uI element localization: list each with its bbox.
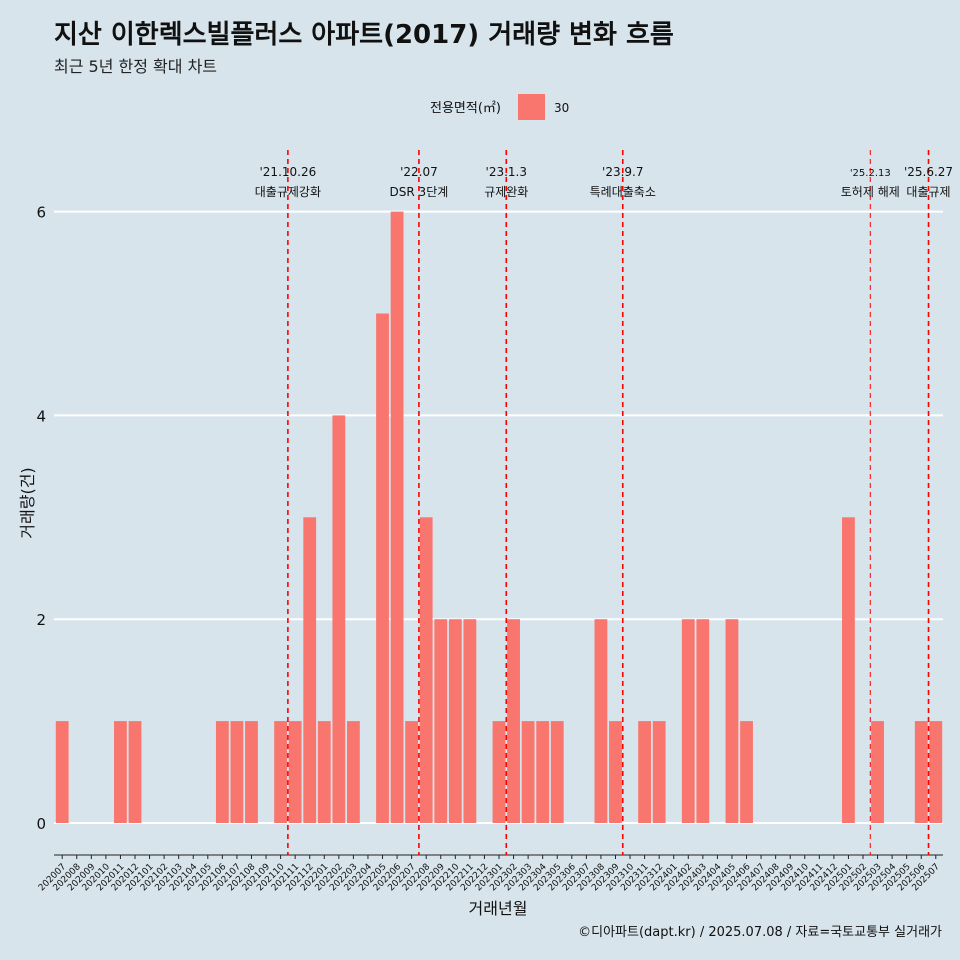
chart-title: 지산 이한렉스빌플러스 아파트(2017) 거래량 변화 흐름 <box>54 20 674 50</box>
bar-202205 <box>376 313 389 823</box>
bar-202210 <box>448 619 462 823</box>
bar-202211 <box>463 619 477 823</box>
bar-202302 <box>507 619 520 823</box>
bar-202107 <box>230 721 244 823</box>
bar-202406 <box>740 721 753 823</box>
bar-202303 <box>521 721 535 823</box>
bar-202011 <box>114 721 127 823</box>
bar-202507 <box>929 721 943 823</box>
bar-202403 <box>696 619 710 823</box>
bar-202110 <box>274 721 287 823</box>
bar-202201 <box>317 721 331 823</box>
legend-entry-label: 30 <box>554 101 569 115</box>
event-date-label: '21.10.26 <box>260 165 317 179</box>
bar-202309 <box>609 721 622 823</box>
bar-202012 <box>128 721 142 823</box>
bar-202308 <box>594 619 608 823</box>
legend: 전용면적(㎡) 30 <box>430 94 569 120</box>
bar-202111 <box>288 721 302 823</box>
bar-202506 <box>914 721 928 823</box>
bar-202203 <box>347 721 360 823</box>
bar-202503 <box>871 721 884 823</box>
bar-202206 <box>390 211 404 824</box>
event-date-label: '23.9.7 <box>602 165 643 179</box>
bar-202112 <box>303 517 317 823</box>
legend-title: 전용면적(㎡) <box>430 101 501 116</box>
y-tick-label: 0 <box>36 815 46 833</box>
x-axis-label: 거래년월 <box>469 899 528 918</box>
y-tick-label: 4 <box>36 407 46 425</box>
y-tick-label: 6 <box>36 204 46 222</box>
event-name-label: 규제완화 <box>484 185 528 199</box>
chart-subtitle: 최근 5년 한정 확대 차트 <box>54 57 218 76</box>
bar-202207 <box>405 721 419 823</box>
legend-swatch <box>518 94 545 120</box>
bar-202304 <box>536 721 550 823</box>
event-date-label: '25.6.27 <box>904 165 953 179</box>
bar-202209 <box>434 619 448 823</box>
bar-202312 <box>652 721 666 823</box>
event-name-label: DSR 3단계 <box>390 185 449 199</box>
bar-202301 <box>492 721 506 823</box>
bar-202305 <box>550 721 564 823</box>
event-date-label: '23.1.3 <box>486 165 527 179</box>
bar-202402 <box>681 619 695 823</box>
event-name-label: 대출규제강화 <box>255 185 321 199</box>
event-name-label: 특례대출축소 <box>590 185 656 199</box>
event-date-label: '25.2.13 <box>850 168 891 179</box>
y-axis-label: 거래량(건) <box>18 467 37 538</box>
bar-202202 <box>332 415 346 823</box>
bar-202208 <box>419 517 433 823</box>
event-date-label: '22.07 <box>400 165 438 179</box>
caption: ©디아파트(dapt.kr) / 2025.07.08 / 자료=국토교통부 실… <box>578 925 942 940</box>
bar-202106 <box>215 721 229 823</box>
bar-202405 <box>725 619 739 823</box>
event-name-label: 토허제 해제 <box>841 185 900 199</box>
bar-202007 <box>55 721 69 823</box>
bar-202108 <box>245 721 258 823</box>
bar-202311 <box>638 721 651 823</box>
y-tick-label: 2 <box>36 611 46 629</box>
event-name-label: 대출규제 <box>906 185 950 199</box>
bar-202501 <box>842 517 855 823</box>
